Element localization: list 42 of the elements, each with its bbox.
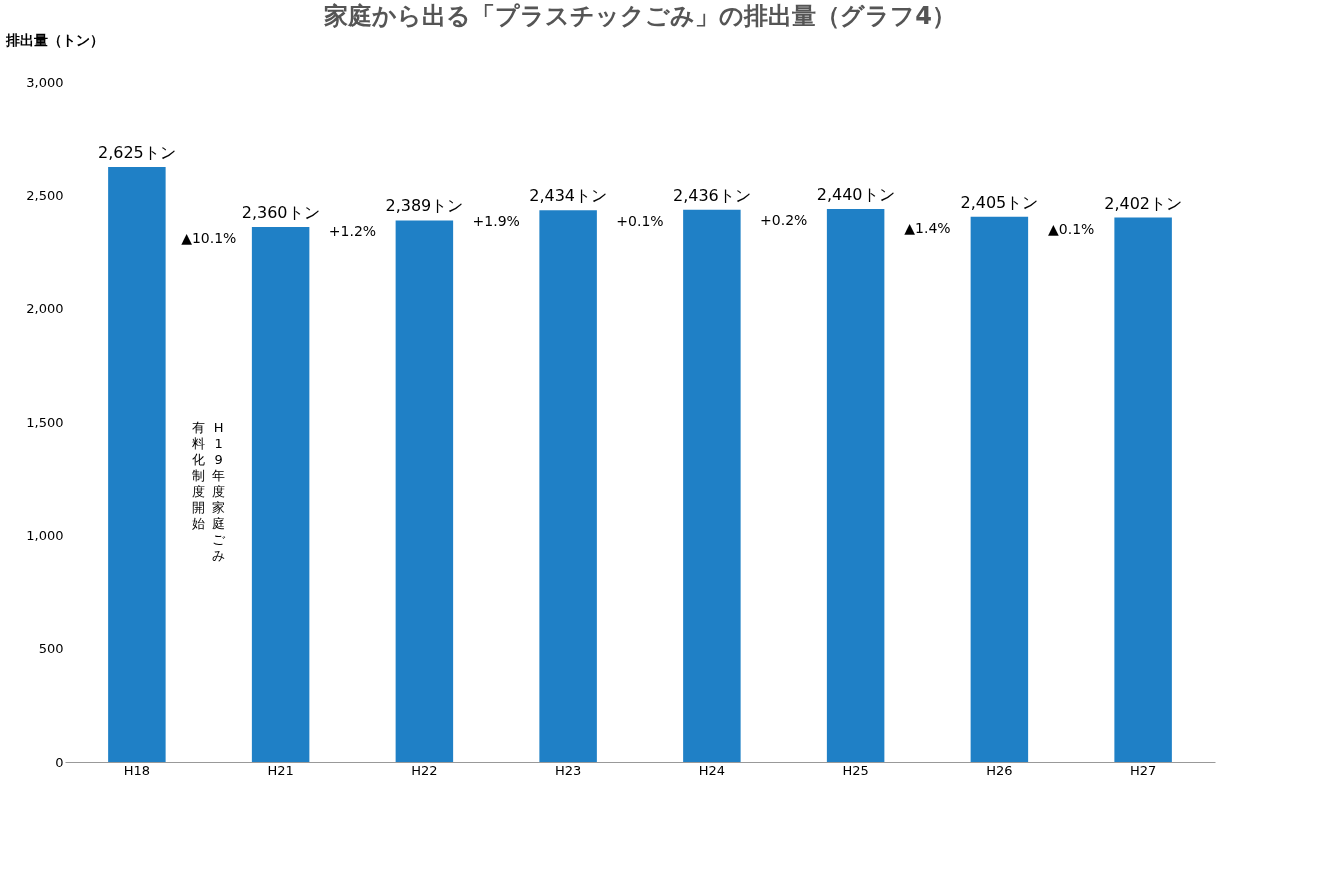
bar <box>970 216 1029 762</box>
bar <box>683 209 741 762</box>
bar <box>108 167 166 762</box>
y-tick-label: 0 <box>55 754 64 770</box>
y-tick-label: 500 <box>38 641 64 657</box>
annotation: ▲10.1% <box>181 230 237 247</box>
data-label: 2,389トン <box>385 196 464 216</box>
bar <box>1114 217 1172 762</box>
data-label: 2,360トン <box>241 203 320 223</box>
y-axis-title: 排出量（トン） <box>4 31 104 48</box>
bar <box>251 227 310 762</box>
annotation: +0.2% <box>760 211 808 228</box>
annotation: +0.1% <box>616 212 664 229</box>
data-label: 2,402トン <box>1104 193 1183 213</box>
data-label: 2,440トン <box>816 184 895 204</box>
x-tick-label: H21 <box>267 762 294 778</box>
bar <box>826 208 885 762</box>
annotation: ▲0.1% <box>1048 220 1095 237</box>
y-tick-label: 1,500 <box>26 414 64 430</box>
y-tick-label: 1,000 <box>26 527 64 543</box>
data-label: 2,405トン <box>960 192 1039 212</box>
annotation: +1.9% <box>472 213 520 230</box>
x-tick-label: H26 <box>986 762 1013 778</box>
annotation: +1.2% <box>328 223 377 240</box>
data-label: 2,434トン <box>529 186 608 206</box>
y-tick-label: 3,000 <box>26 74 64 90</box>
text: H19年度家庭ごみ <box>212 420 226 563</box>
x-tick-label: H22 <box>411 762 438 778</box>
bar <box>395 220 454 762</box>
x-tick-label: H25 <box>842 762 869 778</box>
annotation: ▲1.4% <box>904 219 951 236</box>
data-label: 2,436トン <box>672 185 751 205</box>
chart-title: 家庭から出る「プラスチックごみ」の排出量（グラフ4） <box>323 2 956 30</box>
annotation: 有料化制度開始 <box>192 420 206 531</box>
x-tick-label: H27 <box>1129 762 1157 778</box>
bar <box>539 210 597 762</box>
x-tick-label: H18 <box>123 762 151 778</box>
data-label: 2,625トン <box>97 143 176 162</box>
y-tick-label: 2,500 <box>26 187 64 203</box>
x-tick-label: H23 <box>554 762 582 778</box>
y-tick-label: 2,000 <box>26 301 64 317</box>
x-tick-label: H24 <box>698 762 726 778</box>
